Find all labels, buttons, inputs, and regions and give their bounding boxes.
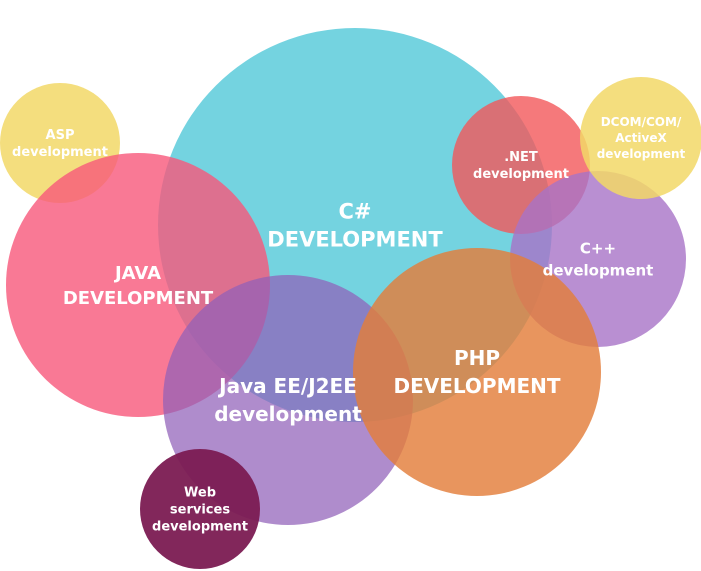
bubble-webservices — [140, 449, 260, 569]
bubble-label-php: PHP DEVELOPMENT — [393, 346, 560, 398]
bubble-label-cpp: C++ development — [543, 239, 654, 279]
bubble-label-line: services — [170, 503, 230, 518]
bubble-label-line: development — [597, 147, 686, 161]
bubble-label-csharp: C# DEVELOPMENT — [267, 199, 443, 251]
bubble-label-line: ActiveX — [615, 131, 667, 145]
bubble-label-javaee: Java EE/J2EE development — [214, 374, 362, 426]
bubble-dcom — [580, 77, 701, 199]
bubble-label-dcom: DCOM/COM/ActiveX development — [597, 115, 686, 161]
bubble-label-line: development — [214, 402, 362, 426]
bubble-label-line: DCOM/COM/ — [601, 115, 682, 129]
bubble-circles — [0, 28, 701, 569]
bubble-label-line: development — [543, 261, 654, 279]
bubble-label-line: DEVELOPMENT — [63, 288, 214, 309]
bubble-label-line: ASP — [46, 128, 75, 143]
bubble-label-line: development — [473, 167, 569, 182]
bubble-label-asp: ASP development — [12, 128, 108, 160]
bubble-label-line: PHP — [454, 346, 500, 370]
bubble-label-line: C# — [338, 199, 371, 223]
bubble-label-webservices: Web services development — [152, 486, 248, 535]
bubble-label-line: DEVELOPMENT — [267, 227, 443, 251]
bubble-label-line: C++ — [580, 239, 616, 257]
bubble-label-line: development — [152, 520, 248, 535]
bubble-labels: C# DEVELOPMENT ASP development JAVA DEVELOPME… — [12, 115, 686, 534]
bubble-label-line: development — [12, 145, 108, 160]
bubble-php — [353, 248, 601, 496]
bubble-label-dotnet: .NET development — [473, 150, 569, 182]
bubble-label-line: Web — [184, 486, 216, 501]
bubble-label-line: Java EE/J2EE — [217, 374, 357, 398]
bubble-label-line: .NET — [504, 150, 538, 165]
bubble-label-java: JAVA DEVELOPMENT — [63, 263, 214, 309]
bubble-label-line: DEVELOPMENT — [393, 374, 560, 398]
bubble-label-line: JAVA — [113, 263, 161, 284]
